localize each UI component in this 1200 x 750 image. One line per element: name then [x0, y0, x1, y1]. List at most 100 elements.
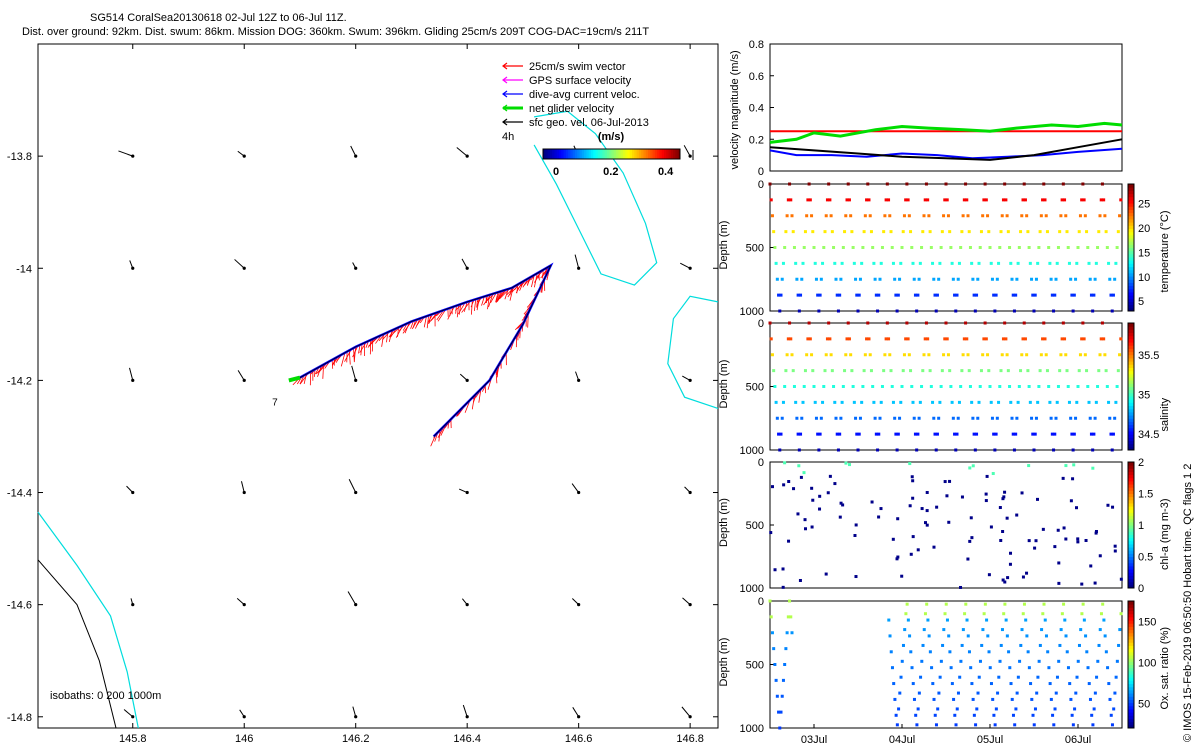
temperature-point — [1074, 277, 1078, 281]
salinity-point — [792, 385, 796, 388]
map-y-tick-label: -13.8 — [7, 151, 32, 163]
salinity-point — [1072, 432, 1076, 436]
salinity-point — [796, 432, 800, 436]
salinity-point — [1044, 353, 1048, 357]
oxygen-point — [961, 628, 965, 632]
salinity-y-tick-label: 500 — [746, 382, 764, 394]
map-axes-frame — [37, 43, 719, 729]
oxygen-point — [769, 615, 773, 619]
temperature-point — [843, 230, 847, 234]
oxygen-point — [980, 643, 984, 647]
speed-colorbar-cell — [581, 149, 585, 159]
swim-vector — [515, 319, 526, 331]
temperature-point — [838, 293, 842, 297]
temperature-point — [899, 261, 903, 265]
salinity-point — [910, 385, 914, 388]
swim-vector — [524, 310, 530, 318]
temperature-point — [1116, 230, 1120, 234]
temperature-point — [880, 246, 884, 249]
salinity-point — [850, 369, 854, 373]
swim-vector — [506, 285, 517, 295]
salinity-point — [783, 385, 787, 388]
salinity-colorbar-cell — [1128, 430, 1134, 435]
salinity-point — [857, 432, 861, 436]
oxygen-point — [788, 599, 792, 603]
salinity-point — [944, 321, 948, 325]
temperature-point — [1058, 230, 1062, 234]
swim-vector — [369, 337, 376, 344]
speed-colorbar-cell — [590, 149, 594, 159]
salinity-point — [1108, 416, 1112, 420]
temperature-point — [1011, 293, 1015, 297]
oxygen-point — [919, 675, 923, 679]
salinity-point — [920, 385, 924, 388]
chla-point — [932, 545, 936, 549]
temperature-point — [810, 214, 814, 218]
salinity-point — [876, 448, 880, 452]
swim-vector — [433, 427, 443, 439]
swim-vector — [461, 300, 471, 313]
speed-colorbar-cell — [652, 149, 656, 159]
temperature-point — [1102, 198, 1106, 202]
oxygen-colorbar-cell — [1128, 724, 1134, 729]
oxygen-point — [1058, 643, 1062, 647]
speed-colorbar-cell — [572, 149, 576, 159]
swim-vector — [386, 332, 389, 343]
salinity-point — [832, 385, 836, 388]
salinity-point — [1031, 432, 1035, 436]
speed-colorbar-cell — [597, 149, 601, 159]
chla-point — [833, 482, 837, 486]
chla-point — [1002, 495, 1006, 499]
salinity-point — [951, 416, 955, 420]
salinity-point — [835, 432, 839, 436]
salinity-point — [872, 400, 876, 404]
salinity-y-tick-label: 0 — [758, 318, 764, 330]
oxygen-point — [1048, 682, 1052, 686]
temperature-point — [1036, 261, 1040, 265]
oxygen-profile-points — [768, 599, 1123, 730]
chla-point — [970, 536, 974, 540]
sfc-geo-vector — [352, 262, 357, 269]
oxygen-point — [889, 650, 893, 654]
oxygen-point — [945, 618, 949, 622]
temperature-point — [924, 182, 928, 186]
temperature-colorbar-cell — [1128, 203, 1134, 207]
swim-vector — [496, 290, 504, 302]
chla-point — [870, 500, 874, 504]
swim-vector — [489, 371, 495, 378]
oxygen-point — [982, 612, 986, 616]
salinity-point — [885, 321, 889, 325]
temperature-point — [791, 230, 795, 234]
temperature-point — [789, 198, 793, 202]
salinity-point — [807, 321, 811, 325]
salinity-colorbar-cell — [1128, 427, 1134, 432]
oxygen-point — [983, 602, 987, 606]
chla-colorbar-cell — [1128, 471, 1134, 476]
swim-vector — [533, 290, 540, 297]
salinity-point — [1043, 337, 1047, 341]
swim-vector — [529, 294, 538, 305]
oxygen-point — [1087, 682, 1091, 686]
sfc-geo-vector-head — [577, 490, 581, 495]
chla-point — [773, 568, 777, 572]
temperature-colorbar-cell — [1128, 269, 1134, 274]
salinity-point — [836, 448, 840, 452]
speed-colorbar-cell — [604, 149, 608, 159]
salinity-point — [882, 369, 886, 373]
oxygen-colorbar-tick-label: 100 — [1138, 657, 1156, 669]
swim-vector — [470, 299, 475, 308]
chla-colorbar-cell — [1128, 569, 1134, 573]
salinity-point — [1080, 337, 1084, 341]
salinity-point — [1069, 416, 1073, 420]
salinity-point — [887, 337, 891, 341]
salinity-point — [1005, 353, 1009, 357]
oxygen-point — [1082, 618, 1086, 622]
salinity-point — [828, 337, 832, 341]
oxygen-point — [1114, 675, 1118, 679]
salinity-point — [1059, 353, 1063, 357]
speed-colorbar-cell — [629, 149, 633, 159]
salinity-point — [843, 369, 847, 373]
swim-vector — [410, 320, 414, 329]
temperature-point — [893, 277, 897, 281]
chla-point — [783, 461, 787, 465]
